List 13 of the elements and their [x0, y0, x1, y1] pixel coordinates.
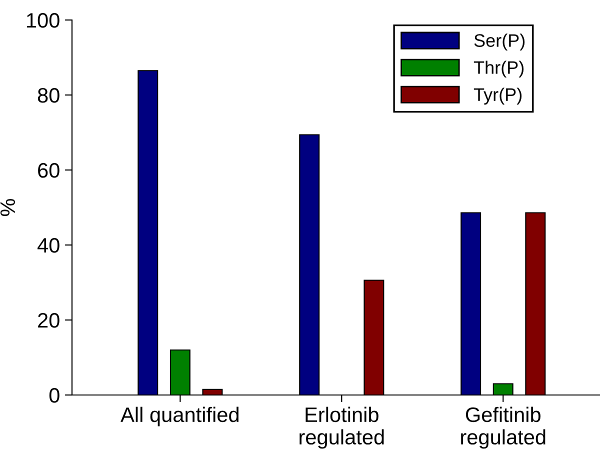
x-tick-label: All quantified — [120, 406, 238, 426]
x-tick-label: Gefitinib regulated — [461, 406, 546, 449]
legend-label: Thr(P) — [474, 60, 524, 78]
y-axis-title: % — [0, 198, 15, 216]
y-tick-label: 60 — [38, 163, 60, 178]
y-tick-label: 100 — [27, 13, 60, 28]
legend-label: Ser(P) — [474, 34, 525, 50]
y-tick-label: 80 — [38, 88, 60, 103]
y-tick-label: 40 — [38, 238, 60, 253]
legend-label: Tyr(P) — [474, 88, 522, 105]
x-tick-label: Erlotinib regulated — [300, 406, 384, 449]
y-tick-label: 20 — [38, 313, 60, 328]
y-tick-label: 0 — [49, 388, 60, 403]
